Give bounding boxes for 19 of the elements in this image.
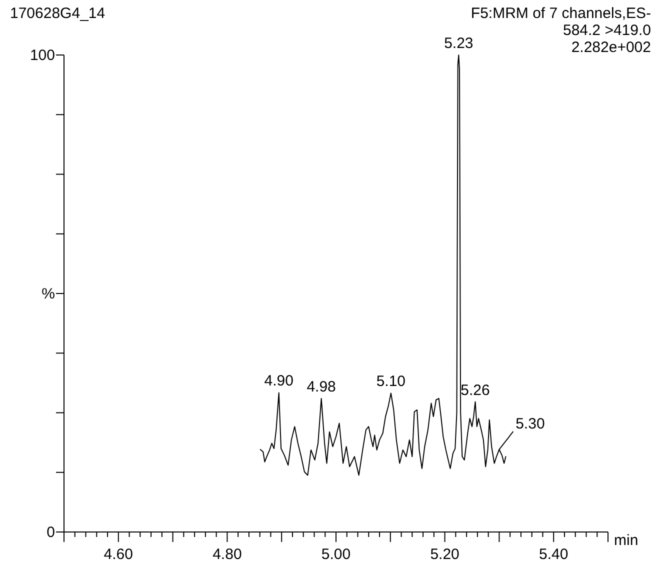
y-tick-label: 0 — [46, 524, 55, 541]
annotation: 2.282e+002 — [571, 39, 651, 56]
text: F5:MRM of 7 channels,ES- — [470, 5, 651, 22]
chart-title: 170628G4_14 — [10, 5, 106, 22]
annotation: 5.10 — [376, 373, 406, 390]
x-tick-label: 4.60 — [104, 546, 133, 563]
x-tick-label: 5.40 — [539, 546, 568, 563]
y-tick-label: % — [42, 286, 55, 302]
x-tick-label: 5.00 — [321, 546, 351, 563]
y-tick-label: 100 — [30, 47, 55, 64]
annotation: 5.30 — [516, 415, 545, 432]
annotation: 5.26 — [460, 382, 490, 399]
annotation: 4.90 — [264, 372, 294, 390]
annotation: 4.98 — [306, 378, 336, 396]
x-axis-title: min — [614, 532, 638, 549]
x-tick-label: 4.80 — [212, 546, 242, 563]
x-tick-label: 5.20 — [430, 546, 460, 563]
text: 584.2 >419.0 — [562, 22, 651, 39]
annotation: 5.23 — [444, 35, 474, 52]
